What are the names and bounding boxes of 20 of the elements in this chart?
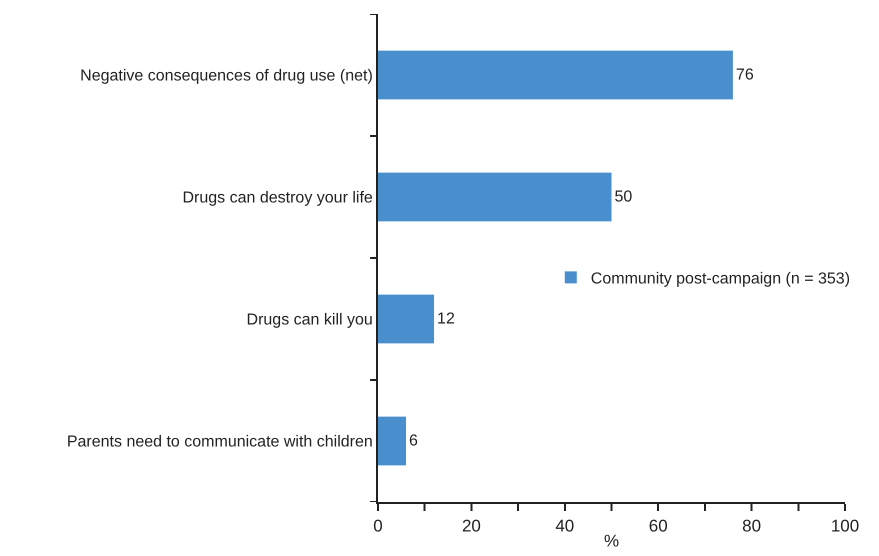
- bar: [378, 416, 406, 466]
- x-tick-label: 0: [373, 516, 383, 536]
- bar: [378, 50, 733, 100]
- y-tick-label: Drugs can destroy your life: [182, 190, 373, 207]
- data-label: 6: [409, 432, 418, 450]
- y-tick-label: Parents need to communicate with children: [66, 434, 373, 451]
- data-label: 50: [614, 188, 632, 206]
- x-tick-label: 60: [648, 516, 668, 536]
- x-axis-title: %: [604, 531, 620, 550]
- x-tick-label: 100: [830, 516, 860, 536]
- data-label: 12: [437, 310, 455, 328]
- x-tick-label: 40: [555, 516, 574, 536]
- y-tick-label: Drugs can kill you: [246, 312, 373, 329]
- data-label: 76: [736, 66, 754, 84]
- x-tick-label: 20: [462, 516, 481, 536]
- x-tick-label: 80: [742, 516, 762, 536]
- bar: [378, 294, 434, 344]
- legend-label: Community post-campaign (n = 353): [590, 270, 850, 288]
- y-tick-label: Negative consequences of drug use (net): [80, 68, 373, 85]
- bar: [378, 172, 612, 222]
